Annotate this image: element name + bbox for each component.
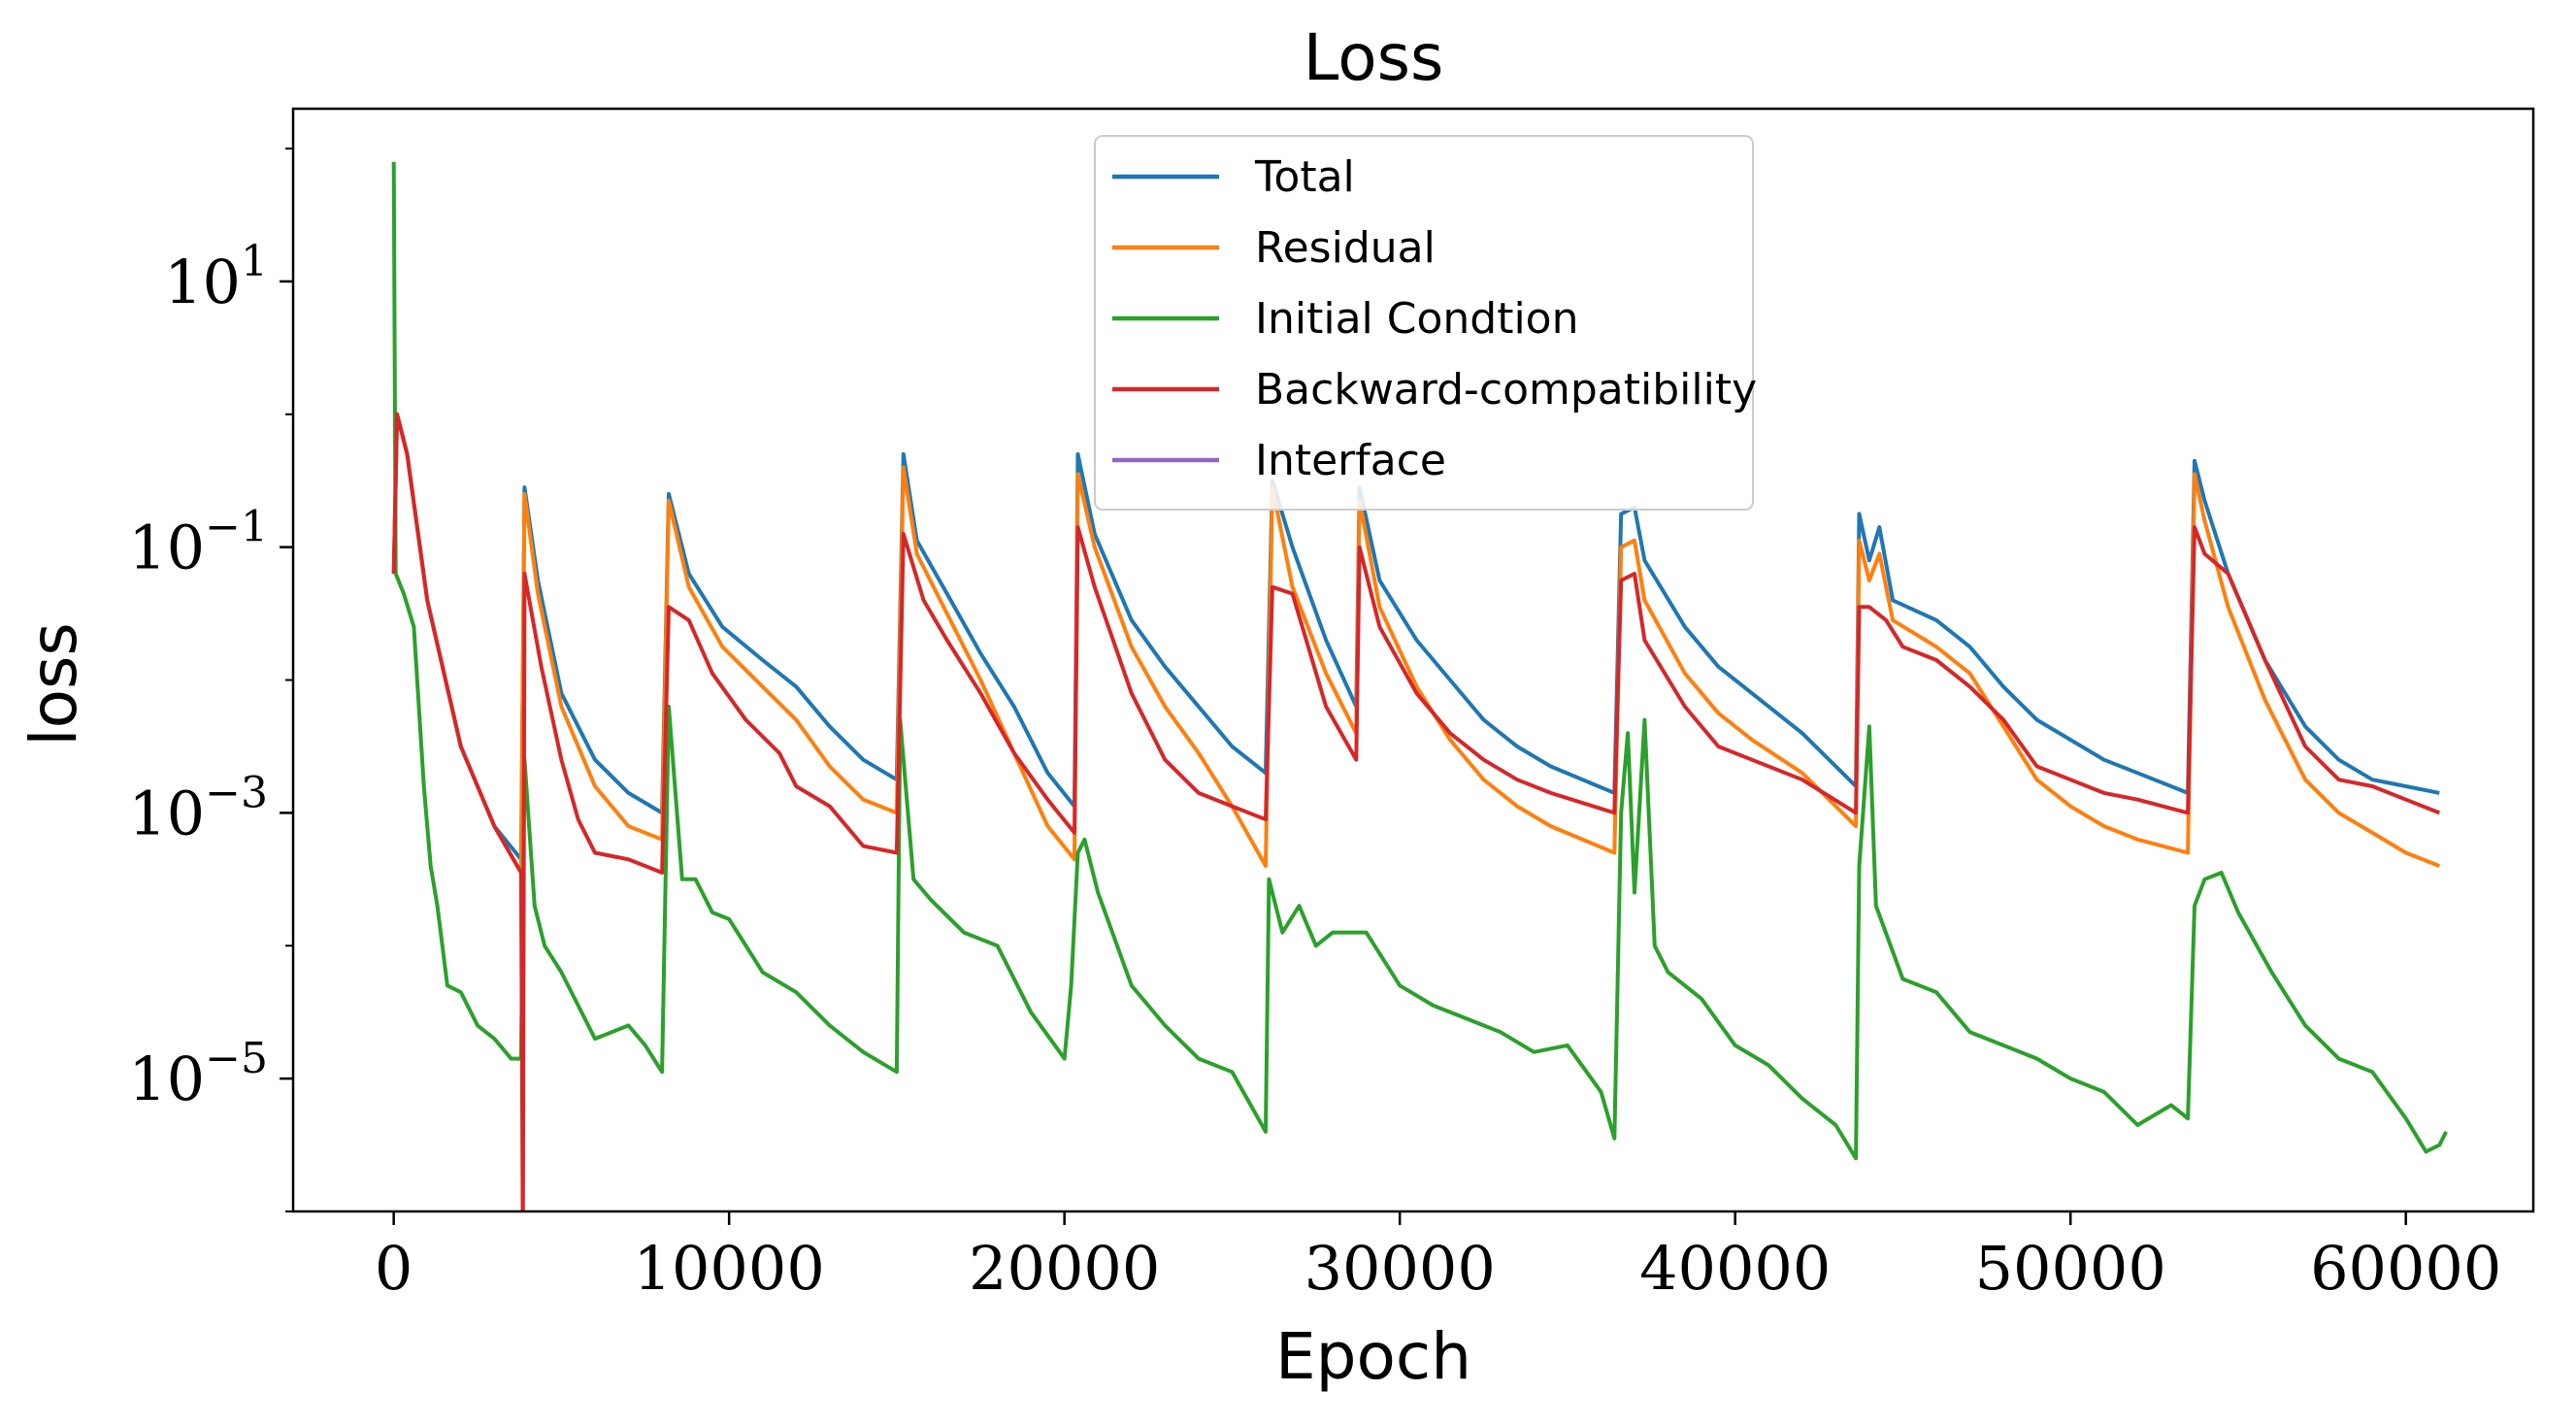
- y-tick-label-1: 10−1: [128, 503, 268, 583]
- plot-frame: [291, 107, 2535, 1213]
- x-axis: 0 10000 20000 30000 40000 50000 60000: [375, 1211, 2501, 1304]
- chart-title: Loss: [1304, 20, 1444, 95]
- x-tick-label-6: 60000: [2310, 1233, 2501, 1304]
- y-axis-label: loss: [17, 622, 91, 746]
- series-line-3: [391, 412, 2441, 1211]
- x-tick-label-5: 50000: [1975, 1233, 2166, 1304]
- x-axis-label: Epoch: [1275, 1319, 1471, 1394]
- x-tick-label-0: 0: [375, 1233, 413, 1304]
- y-axis: 101 10−1 10−3 10−5: [128, 148, 293, 1212]
- legend-label-1: Residual: [1255, 223, 1436, 273]
- plot-area: [291, 107, 2535, 1213]
- y-tick-label-2: 10−3: [128, 768, 268, 848]
- y-tick-label-0: 101: [164, 237, 268, 317]
- legend-label-0: Total: [1254, 152, 1355, 202]
- series-line-2: [391, 161, 2448, 1161]
- legend: Total Residual Initial Condtion Backward-co…: [1094, 135, 1757, 511]
- y-tick-label-3: 10−5: [128, 1034, 268, 1114]
- x-tick-label-3: 30000: [1305, 1233, 1496, 1304]
- x-tick-label-4: 40000: [1639, 1233, 1831, 1304]
- legend-box: [1094, 135, 1754, 511]
- legend-label-3: Backward-compatibility: [1255, 365, 1757, 414]
- x-tick-label-2: 20000: [969, 1233, 1160, 1304]
- legend-label-4: Interface: [1255, 436, 1446, 485]
- legend-label-2: Initial Condtion: [1255, 294, 1578, 344]
- x-tick-label-1: 10000: [634, 1233, 825, 1304]
